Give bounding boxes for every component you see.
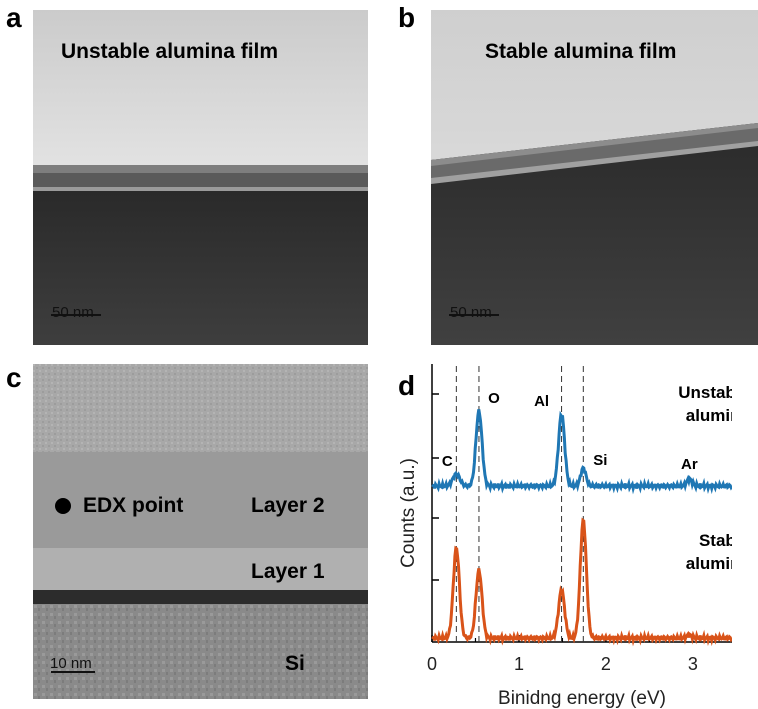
series-line-stable [431, 517, 732, 647]
tem-image-cross-section: EDX point Layer 2 Layer 1 Si 10 nm [33, 364, 368, 699]
layer-1-label: Layer 1 [251, 560, 325, 583]
peak-label-C: C [442, 453, 453, 470]
panel-c-scalebar [51, 671, 95, 673]
panel-c-letter: c [6, 362, 22, 393]
x-tick-label-3: 3 [688, 654, 698, 674]
series-label-stable: alumina [686, 554, 732, 573]
peak-label-Al: Al [534, 393, 549, 410]
series-line-unstable [431, 409, 732, 495]
peak-label-O: O [488, 390, 500, 407]
series-label-unstable: Unstable [678, 383, 732, 402]
series-label-stable: Stable [699, 531, 732, 550]
tem-cross-section-graphic [33, 364, 368, 699]
x-tick-label-2: 2 [601, 654, 611, 674]
peak-label-Ar: Ar [681, 456, 698, 473]
panel-a-title: Unstable alumina film [61, 40, 279, 63]
panel-b-title: Stable alumina film [485, 40, 677, 63]
panel-b-letter: b [398, 2, 416, 33]
si-substrate-label: Si [285, 652, 305, 675]
tem-image-unstable-film: Unstable alumina film 50 nm [33, 10, 368, 345]
panel-b-scalebar-label: 50 nm [450, 304, 492, 321]
layer-2-label: Layer 2 [251, 494, 325, 517]
edx-spectrum-chart: 0 1 2 3 Binidng energy (eV) Counts (a.u.) Unst… [398, 364, 732, 709]
panel-a-scalebar [51, 314, 101, 316]
panel-a-letter: a [6, 2, 22, 33]
x-tick-label-1: 1 [514, 654, 524, 674]
edx-point-marker [55, 498, 71, 514]
tem-image-unstable-graphic [33, 10, 368, 345]
y-axis-label: Counts (a.u.) [398, 458, 419, 568]
edx-point-label: EDX point [83, 494, 184, 517]
panel-a-scalebar-label: 50 nm [52, 304, 94, 321]
panel-c-scalebar-label: 10 nm [50, 655, 92, 672]
panel-b-scalebar [449, 314, 499, 316]
x-axis-label: Binidng energy (eV) [498, 688, 666, 709]
x-tick-label-0: 0 [427, 654, 437, 674]
tem-image-stable-graphic [431, 10, 758, 345]
panel-d-letter: d [398, 370, 416, 401]
peak-label-Si: Si [593, 452, 607, 469]
tem-image-stable-film: Stable alumina film 50 nm [431, 10, 758, 345]
series-label-unstable: alumina [686, 406, 732, 425]
